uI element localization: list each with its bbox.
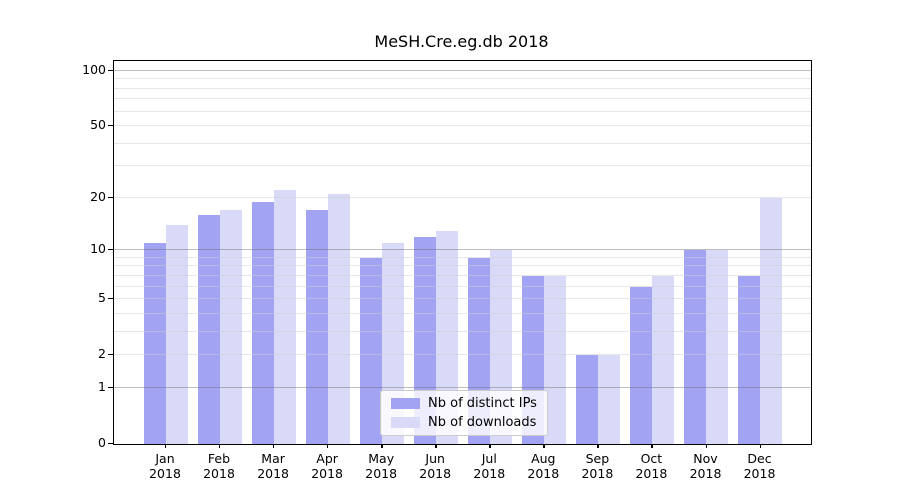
- legend-entry-distinct-ips: Nb of distinct IPs: [381, 396, 547, 412]
- x-tick-label-jan: Jan 2018: [149, 451, 181, 481]
- x-tick-mark-dec: [759, 444, 761, 448]
- y-tick-label-50: 50: [90, 117, 106, 132]
- x-tick-label-may: May 2018: [365, 451, 398, 481]
- chart-title: MeSH.Cre.eg.db 2018: [374, 32, 549, 51]
- bar-downloads-oct: [652, 275, 675, 444]
- gridline-minor-6: [114, 285, 811, 287]
- gridline-minor-90: [114, 78, 811, 80]
- bar-ips-may: [360, 257, 383, 444]
- bar-ips-feb: [198, 214, 221, 444]
- y-tick-label-100: 100: [82, 61, 106, 77]
- x-tick-label-mar: Mar 2018: [257, 451, 289, 481]
- bar-downloads-apr: [328, 194, 351, 444]
- gridline-minor-70: [114, 98, 811, 100]
- x-tick-mark-feb: [219, 444, 221, 448]
- legend-swatch-distinct-ips: [391, 398, 420, 409]
- x-tick-label-jun: Jun 2018: [419, 451, 452, 481]
- bar-ips-sep: [576, 355, 599, 444]
- gridline-minor-2: [114, 354, 811, 356]
- x-tick-mark-may: [381, 444, 383, 448]
- legend-label-distinct-ips: Nb of distinct IPs: [428, 395, 537, 411]
- bar-ips-mar: [252, 201, 275, 444]
- bar-ips-apr: [306, 210, 329, 444]
- gridline-minor-7: [114, 274, 811, 276]
- gridline-major-1: [114, 386, 811, 388]
- x-tick-mark-jan: [165, 444, 167, 448]
- y-tick-mark-50: [108, 125, 113, 127]
- x-tick-label-jul: Jul 2018: [473, 451, 506, 481]
- gridline-minor-8: [114, 265, 811, 267]
- legend: Nb of distinct IPs Nb of downloads: [380, 390, 548, 436]
- y-tick-mark-1: [108, 386, 113, 389]
- x-tick-label-feb: Feb 2018: [203, 451, 235, 481]
- plot-area: Nb of distinct IPs Nb of downloads: [113, 60, 812, 445]
- y-tick-mark-0: [108, 443, 113, 445]
- gridline-minor-80: [114, 87, 811, 89]
- gridline-minor-60: [114, 110, 811, 112]
- gridline-minor-4: [114, 312, 811, 314]
- x-tick-label-nov: Nov 2018: [689, 451, 722, 481]
- x-tick-label-aug: Aug 2018: [527, 451, 560, 481]
- gridline-minor-30: [114, 165, 811, 167]
- x-tick-mark-nov: [705, 444, 707, 448]
- x-tick-label-apr: Apr 2018: [311, 451, 343, 481]
- bar-ips-oct: [630, 286, 653, 444]
- gridline-minor-40: [114, 142, 811, 144]
- bar-downloads-sep: [598, 355, 621, 444]
- x-tick-label-dec: Dec 2018: [743, 451, 776, 481]
- y-tick-label-1: 1: [98, 378, 106, 394]
- bar-downloads-aug: [544, 275, 567, 444]
- bar-ips-nov: [684, 250, 707, 444]
- gridline-major-10: [114, 249, 811, 250]
- gridline-minor-3: [114, 330, 811, 332]
- x-tick-mark-aug: [543, 444, 545, 448]
- bar-downloads-mar: [274, 190, 297, 444]
- x-tick-mark-sep: [597, 444, 599, 448]
- gridline-minor-50: [114, 125, 811, 126]
- gridline-major-100: [114, 69, 811, 71]
- x-tick-mark-oct: [651, 444, 653, 448]
- x-tick-mark-jul: [489, 444, 491, 448]
- x-tick-label-oct: Oct 2018: [635, 451, 668, 481]
- bar-downloads-jan: [166, 224, 188, 444]
- gridline-minor-20: [114, 196, 811, 198]
- bar-ips-jan: [144, 243, 166, 444]
- legend-label-downloads: Nb of downloads: [428, 414, 537, 430]
- bar-downloads-nov: [706, 250, 729, 444]
- y-tick-label-0: 0: [98, 435, 106, 450]
- gridline-minor-9: [114, 256, 811, 258]
- y-tick-mark-100: [108, 69, 113, 72]
- y-tick-label-10: 10: [90, 241, 106, 256]
- legend-entry-downloads: Nb of downloads: [381, 415, 547, 431]
- y-tick-label-2: 2: [98, 346, 106, 362]
- y-tick-mark-20: [108, 196, 113, 199]
- x-tick-label-sep: Sep 2018: [581, 451, 614, 481]
- bar-downloads-dec: [760, 197, 783, 444]
- x-tick-mark-jun: [435, 444, 437, 448]
- x-tick-mark-apr: [327, 444, 329, 448]
- bar-downloads-feb: [220, 210, 243, 444]
- legend-swatch-downloads: [391, 417, 420, 428]
- y-tick-mark-10: [108, 249, 113, 251]
- y-tick-label-5: 5: [98, 290, 106, 306]
- y-tick-label-20: 20: [90, 188, 106, 204]
- gridline-minor-5: [114, 298, 811, 300]
- y-tick-mark-5: [108, 298, 113, 300]
- y-tick-mark-2: [108, 354, 113, 356]
- bar-ips-dec: [738, 275, 761, 444]
- x-tick-mark-mar: [273, 444, 275, 448]
